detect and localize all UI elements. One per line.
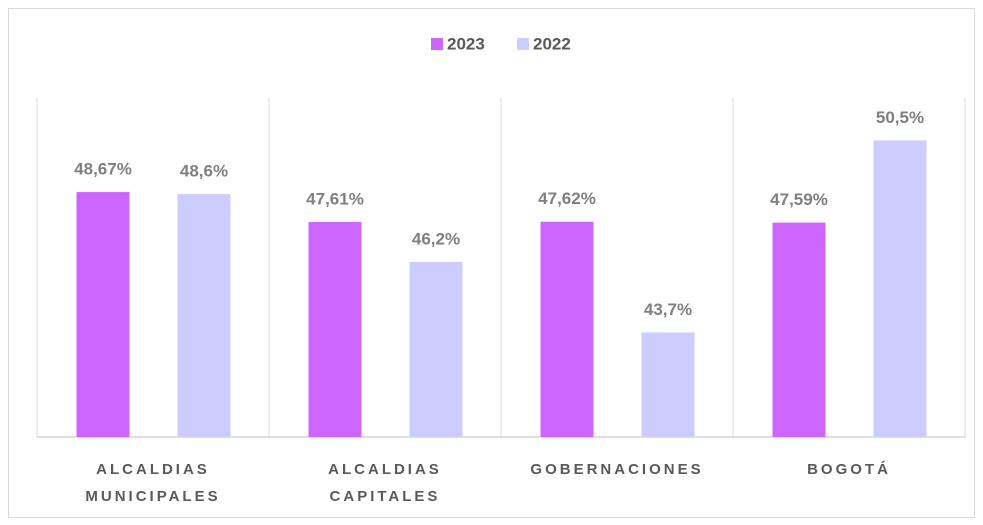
bar xyxy=(873,140,927,437)
legend-swatch xyxy=(431,38,443,50)
bar xyxy=(641,332,695,437)
bar xyxy=(772,222,826,437)
data-label: 47,61% xyxy=(306,190,364,209)
bar xyxy=(76,192,130,437)
x-tick-label: GOBERNACIONES xyxy=(530,461,703,478)
legend-label: 2022 xyxy=(533,34,571,53)
data-label: 43,7% xyxy=(644,300,692,319)
data-label: 48,6% xyxy=(180,162,228,181)
bar xyxy=(540,221,594,437)
x-tick-label: ALCALDIAS CAPITALES xyxy=(328,461,442,505)
x-tick-label: BOGOTÁ xyxy=(807,461,891,478)
data-label: 47,62% xyxy=(538,189,596,208)
legend-label: 2023 xyxy=(447,34,485,53)
data-label: 46,2% xyxy=(412,229,460,248)
chart-frame xyxy=(8,8,975,518)
data-label: 47,59% xyxy=(770,190,828,209)
x-tick-label: ALCALDIAS MUNICIPALES xyxy=(85,461,220,505)
legend-swatch xyxy=(517,38,529,50)
bar xyxy=(308,222,362,437)
bar xyxy=(177,194,231,437)
bar xyxy=(409,261,463,437)
data-label: 50,5% xyxy=(876,108,924,127)
data-label: 48,67% xyxy=(74,160,132,179)
